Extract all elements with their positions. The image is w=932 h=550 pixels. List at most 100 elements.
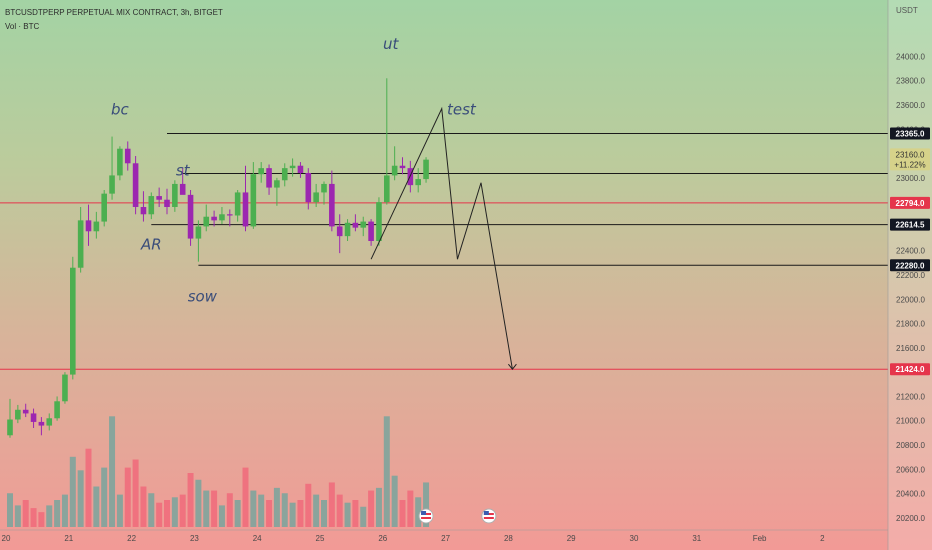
volume-bar bbox=[313, 494, 320, 527]
volume-bar bbox=[368, 490, 375, 527]
volume-bar bbox=[46, 505, 53, 527]
price-tag-label: 23365.0 bbox=[896, 130, 925, 139]
x-tick-label: 2 bbox=[820, 534, 825, 543]
candle-body bbox=[274, 180, 280, 188]
volume-bar bbox=[218, 505, 225, 527]
x-tick-label: 23 bbox=[190, 534, 199, 543]
candle-body bbox=[281, 168, 288, 181]
y-tick-label: 24000.0 bbox=[896, 52, 925, 61]
volume-bar bbox=[328, 482, 335, 527]
candle-body bbox=[250, 174, 257, 227]
candle-body bbox=[85, 220, 92, 232]
event-flag-canton bbox=[483, 511, 489, 515]
volume-bar bbox=[7, 493, 13, 527]
x-tick-label: 28 bbox=[504, 534, 513, 543]
annotation-label: st bbox=[176, 161, 191, 179]
price-axis-background bbox=[888, 0, 932, 550]
y-tick-label: 20200.0 bbox=[896, 514, 925, 523]
volume-bar bbox=[101, 467, 108, 527]
volume-bar bbox=[195, 479, 202, 527]
annotation-label: sow bbox=[188, 288, 218, 306]
x-tick-label: 30 bbox=[630, 534, 639, 543]
volume-bar bbox=[54, 500, 61, 527]
volume-bar bbox=[203, 490, 210, 527]
candle-body bbox=[38, 421, 45, 426]
price-tag bbox=[890, 259, 930, 272]
volume-bar bbox=[423, 482, 430, 527]
candle-body bbox=[297, 165, 304, 173]
volume-bar bbox=[164, 500, 170, 527]
volume-bar bbox=[258, 494, 265, 527]
candle-body bbox=[211, 216, 217, 221]
volume-bar bbox=[171, 497, 178, 527]
candle-body bbox=[344, 222, 351, 237]
candle-body bbox=[179, 183, 186, 195]
volume-bar bbox=[69, 456, 76, 527]
candle-body bbox=[62, 374, 68, 402]
y-tick-label: 21800.0 bbox=[896, 320, 925, 329]
candle-body bbox=[117, 148, 123, 176]
volume-bar bbox=[305, 483, 312, 527]
y-tick-label: 22400.0 bbox=[896, 247, 925, 256]
volume-bar bbox=[399, 500, 406, 527]
candle-body bbox=[305, 173, 312, 203]
volume-bar bbox=[415, 497, 422, 527]
x-tick-label: 20 bbox=[2, 534, 11, 543]
price-tag-label: 22280.0 bbox=[896, 261, 925, 270]
volume-bar bbox=[132, 459, 139, 527]
x-tick-label: 26 bbox=[378, 534, 387, 543]
y-tick-label: 20800.0 bbox=[896, 441, 925, 450]
x-tick-label: 24 bbox=[253, 534, 262, 543]
x-tick-label: 29 bbox=[567, 534, 576, 543]
last-price-value: 23160.0 bbox=[896, 150, 925, 159]
volume-bar bbox=[344, 502, 351, 527]
y-tick-label: 23600.0 bbox=[896, 101, 925, 110]
x-tick-label: 25 bbox=[316, 534, 325, 543]
candle-body bbox=[203, 216, 210, 227]
volume-bar bbox=[140, 486, 147, 527]
event-flag-stripe bbox=[421, 517, 432, 519]
volume-bar bbox=[61, 494, 68, 527]
x-tick-label: 21 bbox=[64, 534, 73, 543]
volume-bar bbox=[242, 467, 249, 527]
price-tag bbox=[890, 363, 930, 376]
candle-body bbox=[336, 226, 343, 237]
x-tick-label: 31 bbox=[692, 534, 701, 543]
candle-body bbox=[54, 401, 60, 419]
volume-bar bbox=[22, 500, 29, 527]
volume-bar bbox=[179, 494, 186, 527]
candle-body bbox=[415, 179, 421, 186]
volume-bar bbox=[336, 494, 343, 527]
candle-body bbox=[187, 194, 194, 239]
candle-body bbox=[132, 163, 139, 207]
volume-bar bbox=[124, 467, 131, 527]
annotation-label: bc bbox=[111, 101, 130, 119]
volume-bar bbox=[109, 416, 116, 527]
projection-arrowhead bbox=[508, 363, 517, 371]
y-tick-label: 20400.0 bbox=[896, 490, 925, 499]
price-tag-label: 21424.0 bbox=[896, 365, 925, 374]
x-tick-label: 27 bbox=[441, 534, 450, 543]
event-flag-canton bbox=[421, 511, 427, 515]
candle-body bbox=[313, 192, 319, 203]
volume-bar bbox=[156, 502, 163, 527]
volume-bar bbox=[321, 500, 327, 527]
event-markers bbox=[418, 508, 497, 524]
candle-body bbox=[195, 226, 202, 239]
annotation-label: ut bbox=[383, 35, 400, 53]
y-tick-label: 22000.0 bbox=[896, 295, 925, 304]
volume-label: Vol · BTC bbox=[5, 22, 40, 31]
candle-body bbox=[70, 267, 76, 375]
volume-bar bbox=[250, 490, 257, 527]
event-flag-stripe bbox=[483, 517, 494, 519]
y-tick-label: 22200.0 bbox=[896, 271, 925, 280]
candle-body bbox=[219, 214, 225, 221]
candles bbox=[7, 78, 429, 438]
candle-body bbox=[164, 199, 170, 207]
y-tick-label: 21000.0 bbox=[896, 417, 925, 426]
candle-body bbox=[15, 409, 21, 420]
price-axis: 24000.023800.023600.023400.023200.023000… bbox=[887, 0, 932, 550]
candle-body bbox=[93, 221, 100, 232]
volume-bar bbox=[383, 416, 390, 527]
